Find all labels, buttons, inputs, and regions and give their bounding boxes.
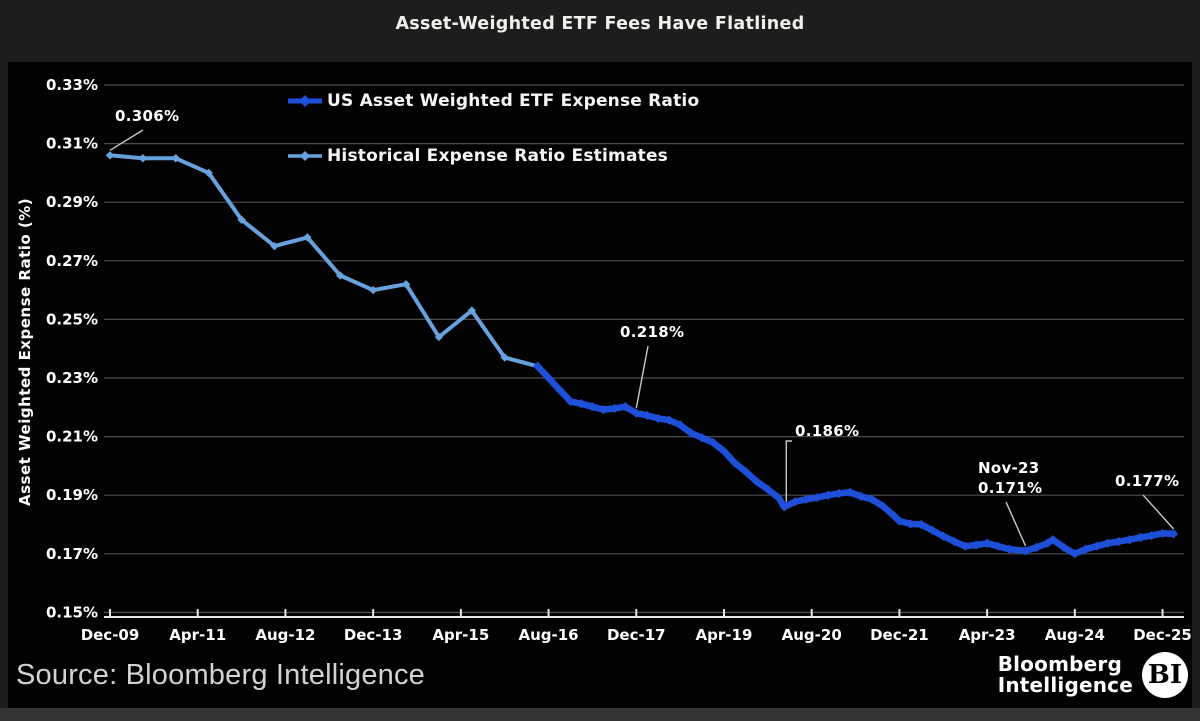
source-text: Source: Bloomberg Intelligence [16, 658, 426, 691]
annotation-text: 0.177% [1115, 472, 1179, 490]
y-tick-label: 0.27% [46, 252, 98, 270]
legend-label-main: US Asset Weighted ETF Expense Ratio [327, 91, 700, 111]
chart-legend: US Asset Weighted ETF Expense Ratio Hist… [287, 88, 699, 198]
y-axis-title: Asset Weighted Expense Ratio (%) [16, 197, 34, 507]
logo-line1: Bloomberg [997, 651, 1122, 676]
series-main-line [534, 363, 1177, 558]
annotation-leader-line [785, 440, 792, 502]
x-tick-label: Dec-25 [1133, 626, 1192, 644]
y-tick-label: 0.25% [46, 310, 98, 328]
logo-line2: Intelligence [997, 673, 1133, 697]
legend-label-historical: Historical Expense Ratio Estimates [327, 146, 668, 166]
x-tick-label: Dec-09 [81, 626, 140, 644]
annotation-text: 0.171% [978, 479, 1042, 497]
legend-swatch-main-icon [288, 95, 322, 107]
bi-badge-icon: BI [1142, 652, 1188, 698]
x-tick-label: Dec-13 [344, 626, 403, 644]
annotation-text: 0.306% [115, 107, 179, 125]
title-bar: Asset-Weighted ETF Fees Have Flatlined [0, 0, 1200, 48]
x-tick-label: Aug-20 [782, 626, 842, 644]
y-tick-label: 0.33% [46, 76, 98, 94]
annotation-text: Nov-23 [978, 459, 1040, 477]
legend-item-main: US Asset Weighted ETF Expense Ratio [287, 88, 699, 114]
y-tick-label: 0.15% [46, 603, 98, 621]
x-tick-label: Apr-19 [696, 626, 753, 644]
annotation-leader-line [109, 129, 144, 151]
annotation-leader-line [635, 345, 649, 409]
chart-panel: 0.33% 0.31% 0.29% 0.27% 0.25% 0.23% 0.21% 0.19%… [8, 62, 1192, 708]
bloomberg-intelligence-logo: Bloomberg Intelligence BI [998, 652, 1188, 698]
y-tick-label: 0.29% [46, 193, 98, 211]
annotation-text: 0.218% [620, 323, 684, 341]
series-main-markers [532, 361, 1179, 559]
annotation-leader-line [1142, 494, 1175, 530]
annotation-text: 0.186% [795, 422, 859, 440]
annotation-leader-line [1005, 501, 1027, 547]
y-tick-label: 0.17% [46, 545, 98, 563]
series-historical-line [108, 153, 540, 369]
legend-item-historical: Historical Expense Ratio Estimates [287, 143, 699, 169]
legend-swatch-historical-icon [288, 151, 322, 161]
y-tick-label: 0.21% [46, 428, 98, 446]
x-tick-label: Aug-16 [518, 626, 578, 644]
y-tick-label: 0.23% [46, 369, 98, 387]
bottom-strip [0, 708, 1200, 721]
footer: Source: Bloomberg Intelligence Bloomberg… [8, 648, 1192, 708]
chart-canvas: 0.33% 0.31% 0.29% 0.27% 0.25% 0.23% 0.21% 0.19%… [46, 76, 1192, 644]
y-tick-label: 0.31% [46, 135, 98, 153]
x-tick-label: Apr-11 [169, 626, 226, 644]
x-tick-label: Apr-15 [432, 626, 489, 644]
x-tick-label: Apr-23 [959, 626, 1016, 644]
y-tick-label: 0.19% [46, 486, 98, 504]
x-tick-label: Dec-17 [607, 626, 666, 644]
logo-wordmark: Bloomberg Intelligence [997, 651, 1133, 697]
x-tick-label: Aug-12 [255, 626, 315, 644]
x-tick-label: Dec-21 [870, 626, 929, 644]
x-tick-label: Aug-24 [1045, 626, 1105, 644]
chart-title: Asset-Weighted ETF Fees Have Flatlined [395, 14, 805, 34]
